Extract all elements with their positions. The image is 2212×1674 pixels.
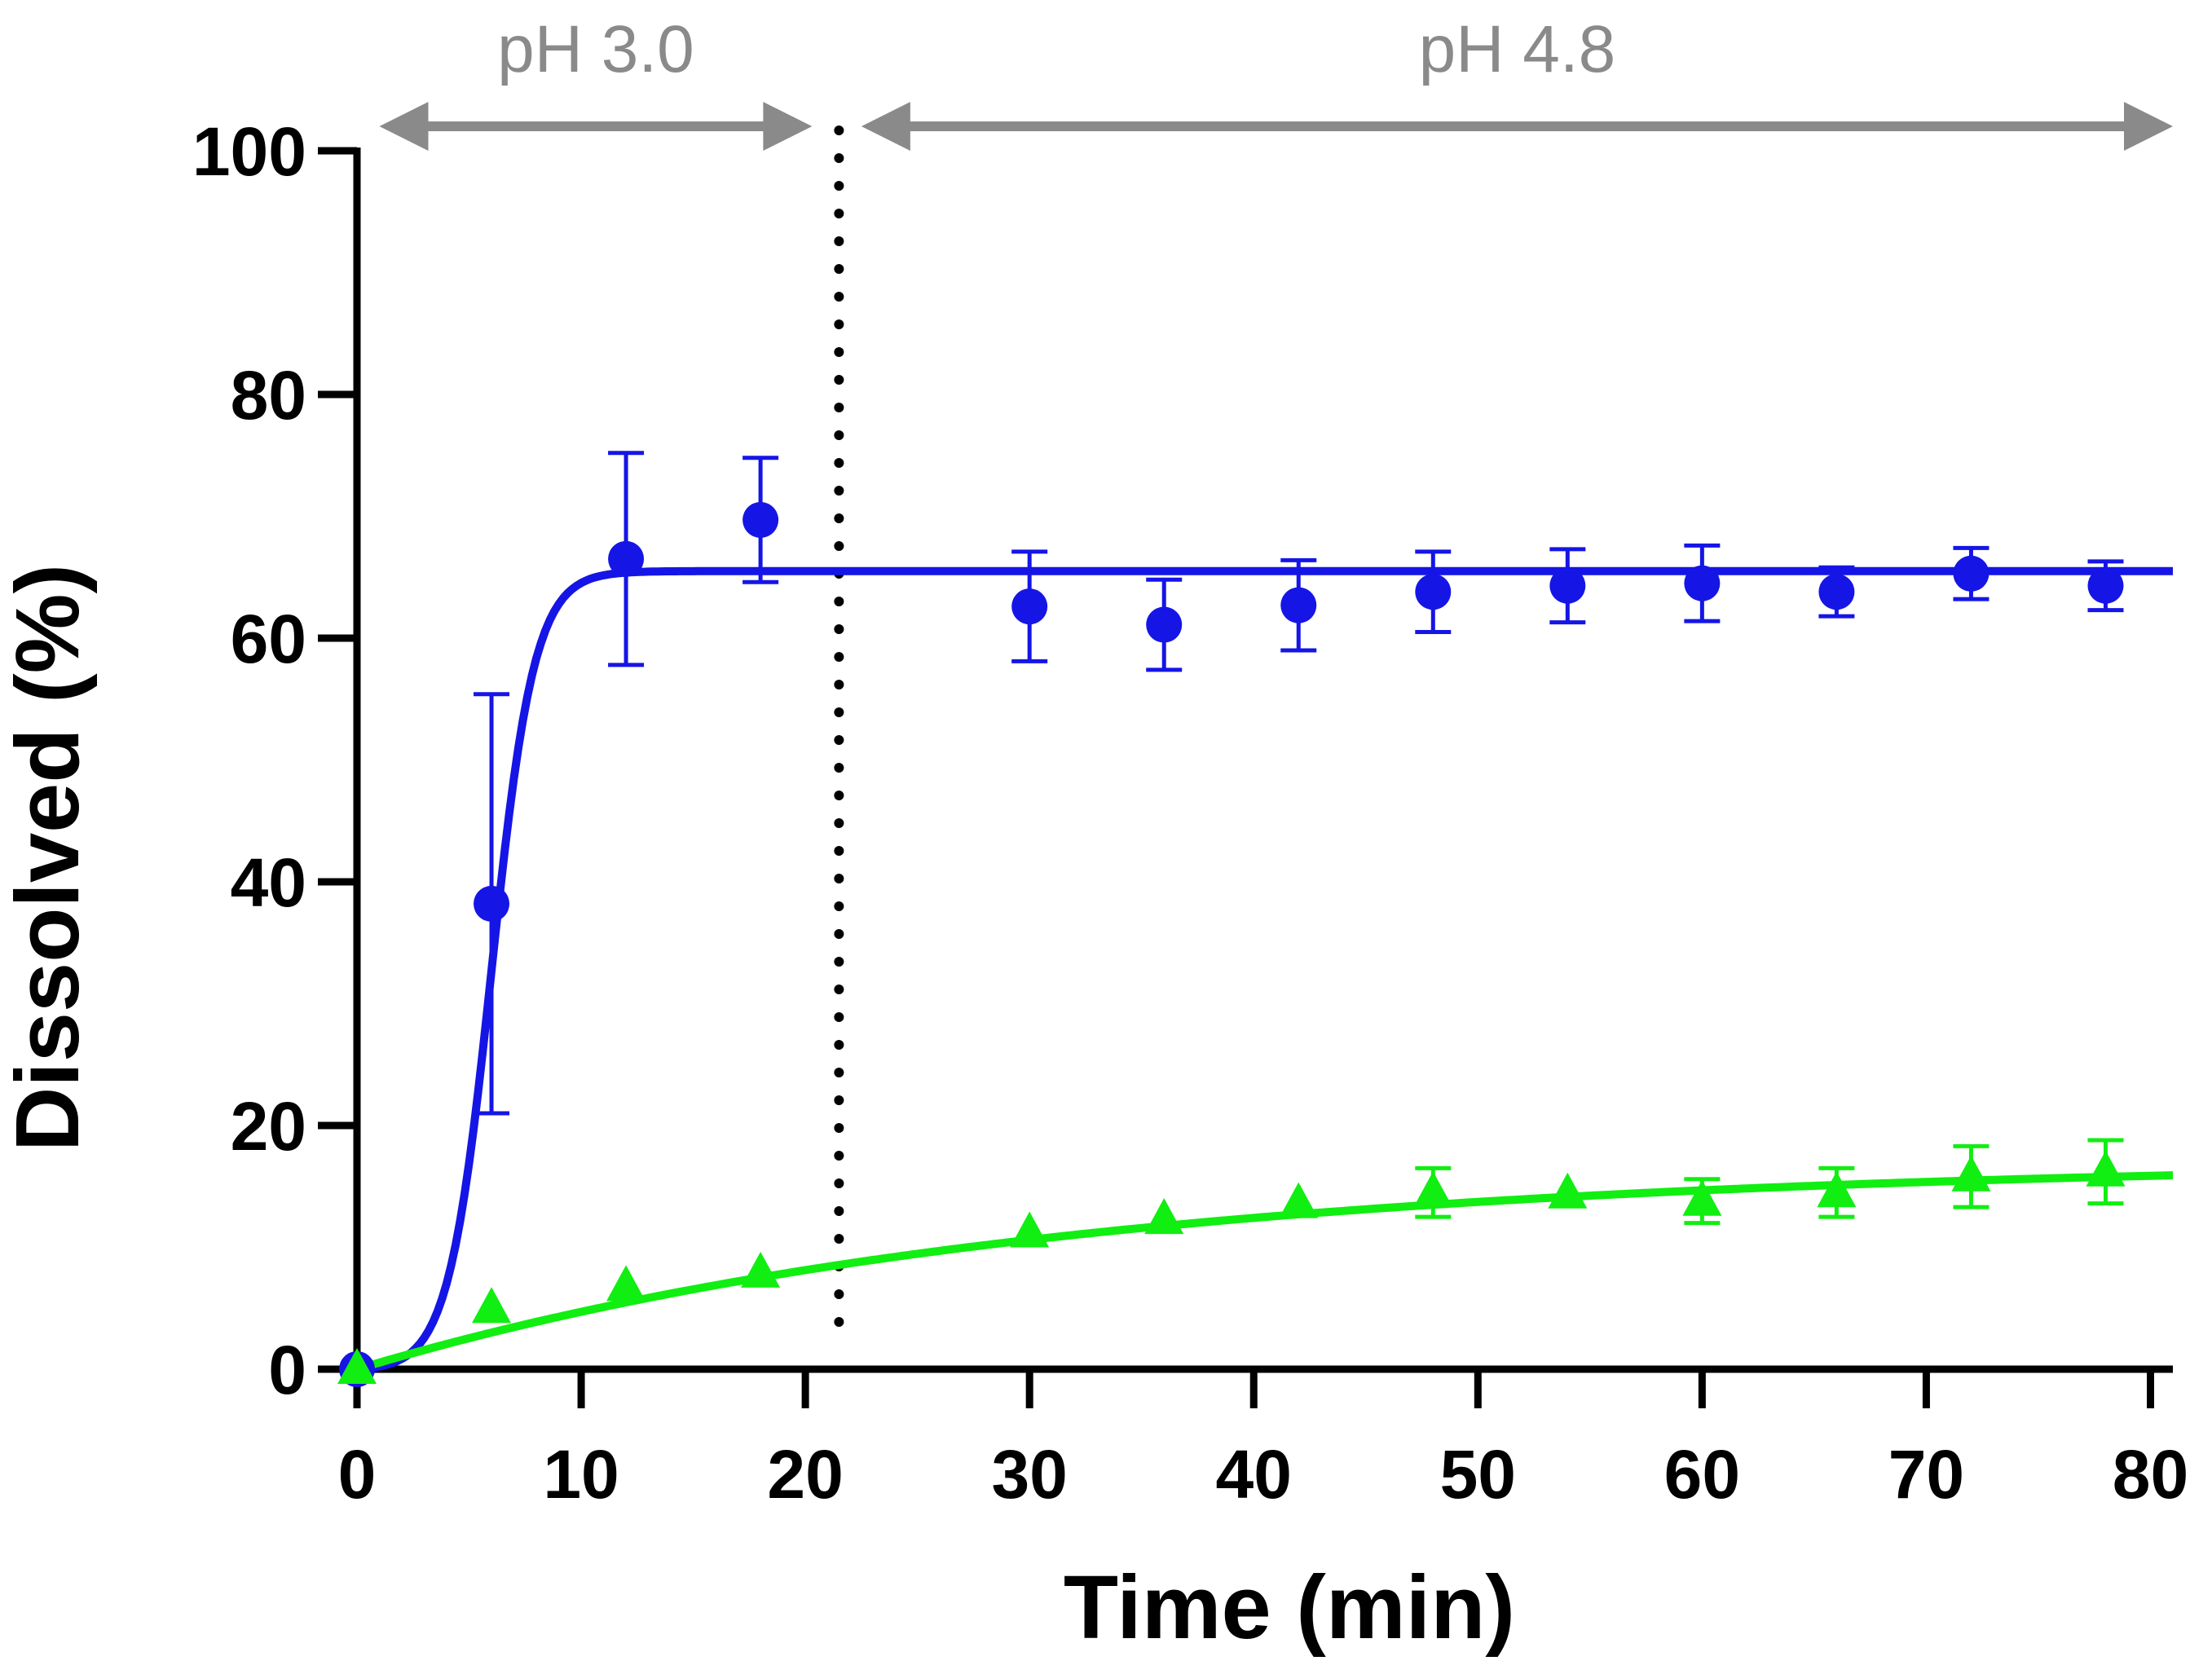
y-tick-label: 0 <box>268 1332 306 1408</box>
data-points <box>337 451 2126 1387</box>
x-tick-label: 0 <box>338 1436 377 1513</box>
phase-arrow-head-left <box>379 102 429 151</box>
x-tick-label: 30 <box>991 1436 1067 1513</box>
x-tick-label: 50 <box>1440 1436 1516 1513</box>
blue-data-point <box>474 885 510 922</box>
y-tick-label: 80 <box>231 357 306 434</box>
green-fit-curve <box>355 1171 2174 1373</box>
x-tick-label: 10 <box>543 1436 619 1513</box>
green-data-point <box>1279 1182 1319 1218</box>
phase-arrow-1: pH 3.0 <box>379 12 813 151</box>
green-data-point <box>1144 1198 1184 1235</box>
phase-label-2: pH 4.8 <box>1419 12 1616 86</box>
phase-arrow-2: pH 4.8 <box>861 12 2173 151</box>
blue-data-point <box>1684 565 1721 601</box>
blue-data-point <box>1280 587 1317 623</box>
green-data-point <box>472 1287 512 1324</box>
green-data-point <box>1413 1171 1453 1208</box>
green-data-point <box>1010 1211 1050 1248</box>
green-data-point <box>1951 1155 1991 1192</box>
y-tick-label: 40 <box>231 844 306 921</box>
green-data-point <box>1817 1171 1857 1208</box>
phase-arrow-head-right <box>763 102 813 151</box>
axes: 0 10 20 30 40 50 60 70 80 0 20 40 60 80 100 <box>192 113 2188 1513</box>
fit-curves <box>355 566 2174 1373</box>
x-tick-label: 70 <box>1888 1436 1964 1513</box>
phase-arrow-head-left <box>861 102 910 151</box>
y-axis-title: Dissolved (%) <box>0 564 98 1152</box>
blue-fit-curve <box>356 566 2173 1373</box>
phase-arrow-head-right <box>2124 102 2173 151</box>
green-data-point <box>1682 1179 1722 1216</box>
blue-data-point <box>608 540 645 577</box>
y-tick-label: 60 <box>231 601 306 677</box>
y-tick-label: 20 <box>231 1088 306 1165</box>
green-data-point <box>741 1251 781 1288</box>
blue-data-point <box>1953 555 1989 592</box>
blue-data-point <box>1011 588 1048 625</box>
y-tick-label: 100 <box>192 113 306 190</box>
x-tick-label: 40 <box>1216 1436 1292 1513</box>
blue-data-point <box>2087 567 2124 604</box>
x-axis-title: Time (min) <box>1064 1557 1515 1658</box>
blue-data-point <box>742 501 779 538</box>
green-data-point <box>2086 1150 2126 1187</box>
blue-data-point <box>1146 606 1183 643</box>
green-data-point <box>606 1265 646 1302</box>
x-tick-label: 20 <box>767 1436 843 1513</box>
green-data-point <box>1548 1172 1588 1209</box>
x-tick-label: 60 <box>1664 1436 1740 1513</box>
blue-data-point <box>1549 567 1586 604</box>
phase-annotations: pH 3.0 pH 4.8 <box>379 12 2173 151</box>
green-data-point <box>337 1348 377 1384</box>
phase-label-1: pH 3.0 <box>497 12 694 86</box>
x-tick-label: 80 <box>2113 1436 2188 1513</box>
blue-data-point <box>1818 574 1855 610</box>
blue-data-point <box>1415 574 1452 610</box>
